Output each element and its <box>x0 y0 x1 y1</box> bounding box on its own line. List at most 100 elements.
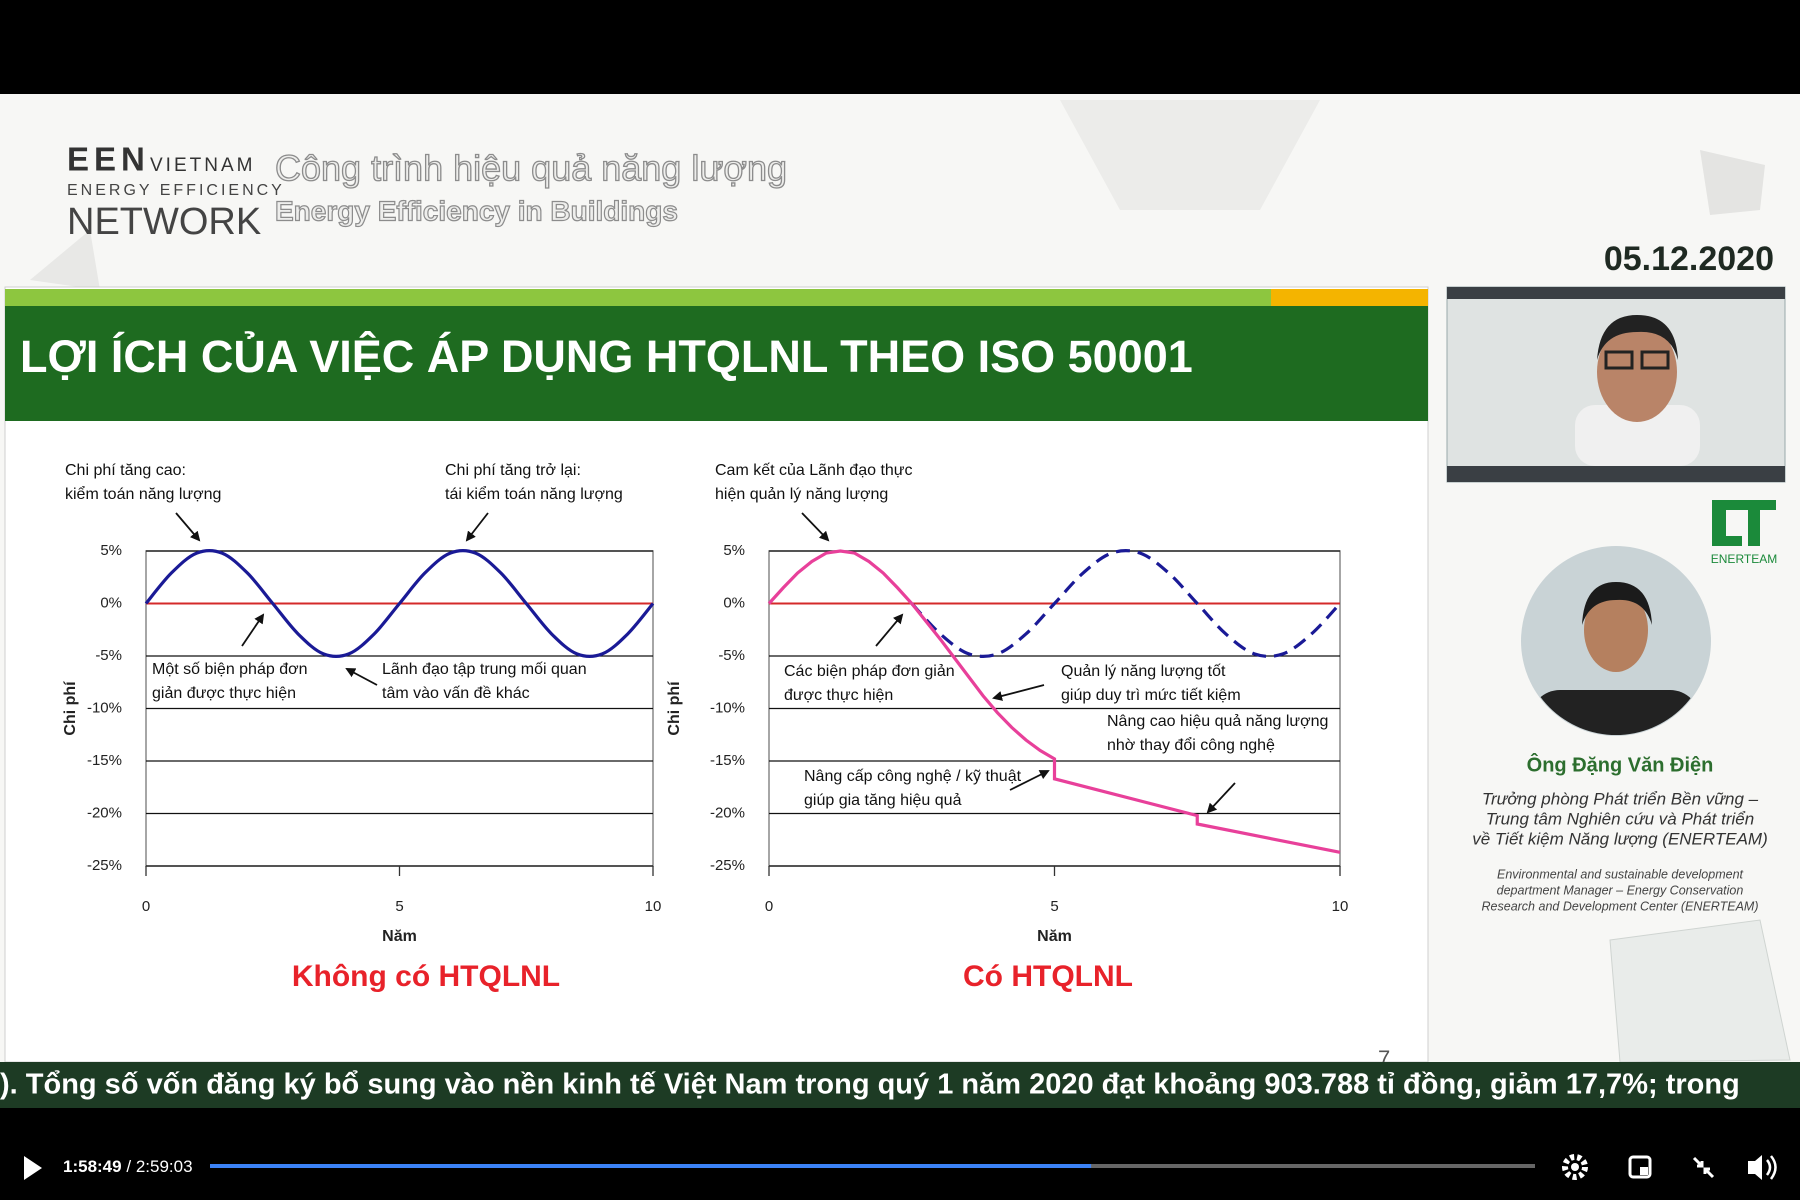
y-tick-label: -25% <box>87 857 122 874</box>
volume-waves <box>1765 1155 1777 1180</box>
annotation: Nâng cấp công nghệ / kỹ thuật <box>804 768 1022 785</box>
speaker-role-en: Research and Development Center (ENERTEA… <box>1482 899 1759 913</box>
annotation: Một số biện pháp đơn <box>152 661 307 678</box>
x-axis-label: Năm <box>382 928 417 945</box>
deco-shape <box>30 230 100 290</box>
play-button[interactable] <box>24 1156 42 1180</box>
photo-body <box>1530 690 1700 735</box>
annotation: Quản lý năng lượng tốt <box>1061 663 1226 680</box>
webcam-controls <box>1447 466 1785 482</box>
glasses <box>1604 350 1634 370</box>
time-display: 1:58:49 / 2:59:03 <box>63 1157 193 1176</box>
y-tick-label: 0% <box>723 594 745 611</box>
speaker-role-en: Environmental and sustainable developmen… <box>1497 867 1744 881</box>
webcam-person-face <box>1597 322 1677 422</box>
slide-bar-accent <box>1271 289 1428 306</box>
y-tick-label: 0% <box>100 594 122 611</box>
annotation-arrow <box>1009 770 1050 791</box>
annotation-arrow <box>801 512 830 542</box>
charts: 5% 0% -5% -10% -15% -20% -25% 0 5 10 Năm Chi phí Khô… <box>62 462 1348 993</box>
speaker-name: Ông Đặng Văn Điện <box>1527 752 1714 776</box>
logo-icon <box>1748 500 1760 546</box>
duration: 2:59:03 <box>136 1157 193 1176</box>
annotation-arrow <box>175 512 201 542</box>
x-tick-label: 5 <box>1050 898 1058 915</box>
annotation: kiểm toán năng lượng <box>65 485 221 503</box>
webcam-toolbar <box>1447 287 1785 299</box>
photo-hair <box>1582 582 1652 625</box>
series-line <box>910 549 1342 658</box>
deco-building <box>1609 919 1791 1063</box>
progress-group <box>210 1164 1092 1168</box>
annotation-arrow <box>465 512 489 542</box>
slide-bar <box>5 289 1271 306</box>
annotation: tâm vào vấn đề khác <box>382 685 530 702</box>
speaker-role: Trung tâm Nghiên cứu và Phát triển <box>1486 809 1754 828</box>
annotation-arrow <box>241 613 265 647</box>
x-tick-label: 0 <box>765 898 773 915</box>
photo-face <box>1584 588 1648 672</box>
chart: 5% 0% -5% -10% -15% -20% -25% 0 5 10 Năm Chi phí Có … <box>666 462 1348 993</box>
speaker-logo: ENERTEAM <box>1711 552 1777 566</box>
y-tick-label: 5% <box>100 542 122 559</box>
deco-shape <box>1700 150 1765 215</box>
annotation: Nâng cao hiệu quả năng lượng <box>1107 713 1328 730</box>
annotation-arrow <box>1206 782 1236 814</box>
settings-button[interactable] <box>1562 1154 1588 1180</box>
y-tick-label: -20% <box>87 804 122 821</box>
annotation: giúp duy trì mức tiết kiệm <box>1061 687 1241 704</box>
annotation: Chi phí tăng cao: <box>65 462 186 479</box>
annotation: Cam kết của Lãnh đạo thực <box>715 462 913 479</box>
speaker-role-en: department Manager – Energy Conservation <box>1497 883 1744 897</box>
miniplayer-button[interactable] <box>1628 1155 1652 1179</box>
annotation-arrow <box>992 684 1045 701</box>
slide-title-band <box>5 306 1428 421</box>
header-title: Công trình hiệu quả năng lượng <box>275 148 787 189</box>
current-time: 1:58:49 <box>63 1157 122 1176</box>
webcam-person-hair <box>1597 315 1678 360</box>
annotation: Các biện pháp đơn giản <box>784 663 955 680</box>
chart-caption: Không có HTQLNL <box>292 960 560 993</box>
logo-icon <box>1712 500 1776 510</box>
x-tick-label: 0 <box>142 898 150 915</box>
speaker-role: về Tiết kiệm Năng lượng (ENERTEAM) <box>1472 829 1768 848</box>
webcam-person-body <box>1575 405 1700 466</box>
annotation: giúp gia tăng hiệu quả <box>804 792 962 809</box>
logo-line: NETWORK <box>67 201 261 243</box>
annotation: nhờ thay đổi công nghệ <box>1107 736 1275 754</box>
y-tick-label: -5% <box>95 647 122 664</box>
series-line <box>144 549 655 658</box>
speaker-roles: Trưởng phòng Phát triển Bền vững –Trung … <box>1472 789 1768 913</box>
annotation-arrow <box>875 613 904 647</box>
ticker-bar <box>0 1062 1800 1108</box>
deco-shape <box>1060 100 1320 210</box>
ticker-text: ). Tổng số vốn đăng ký bổ sung vào nền k… <box>0 1069 1740 1101</box>
progress-fill <box>210 1164 1092 1168</box>
annotation-arrow <box>345 668 378 686</box>
y-tick-label: 5% <box>723 542 745 559</box>
logo-line: ENERGY EFFICIENCY <box>67 182 285 199</box>
volume-button[interactable] <box>1748 1155 1762 1180</box>
x-tick-label: 5 <box>395 898 403 915</box>
y-axis-label: Chi phí <box>62 681 79 736</box>
logo-icon <box>1712 536 1742 546</box>
settings-button-center <box>1571 1163 1579 1171</box>
annotation: Lãnh đạo tập trung mối quan <box>382 661 587 678</box>
y-tick-label: -15% <box>710 752 745 769</box>
annotation: tái kiểm toán năng lượng <box>445 485 623 503</box>
date: 05.12.2020 <box>1604 240 1774 278</box>
speaker-role: Trưởng phòng Phát triển Bền vững – <box>1482 789 1759 808</box>
logo-country: VIETNAM <box>150 155 255 176</box>
y-tick-label: -25% <box>710 857 745 874</box>
y-tick-label: -10% <box>710 699 745 716</box>
slide-title: LỢI ÍCH CỦA VIỆC ÁP DỤNG HTQLNL THEO ISO… <box>20 331 1193 382</box>
time-separator: / <box>126 1157 131 1176</box>
x-axis-label: Năm <box>1037 928 1072 945</box>
fullscreen-button[interactable] <box>1692 1156 1715 1179</box>
y-tick-label: -10% <box>87 699 122 716</box>
logo-mark: EEN <box>67 141 150 178</box>
miniplayer-inner <box>1640 1167 1648 1175</box>
annotation: được thực hiện <box>784 687 893 704</box>
chart: 5% 0% -5% -10% -15% -20% -25% 0 5 10 Năm Chi phí Khô… <box>62 462 661 993</box>
